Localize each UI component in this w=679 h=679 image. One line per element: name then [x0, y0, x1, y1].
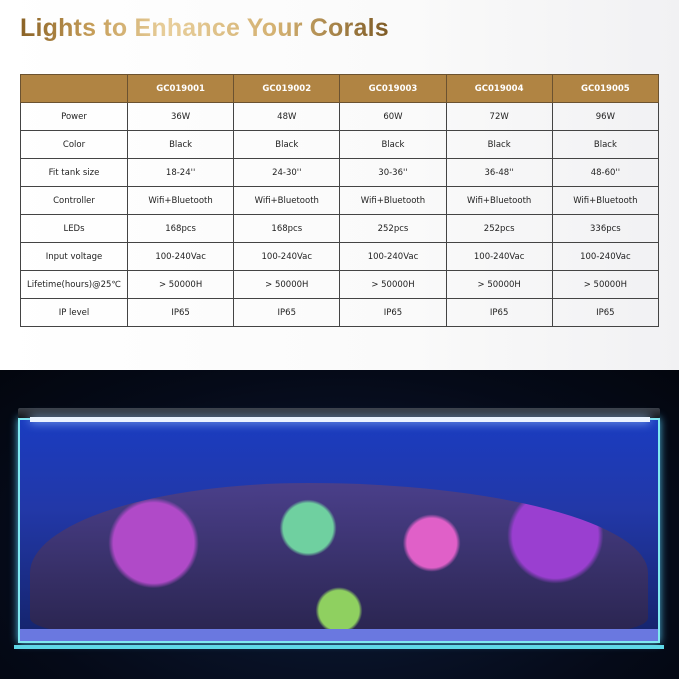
row-label: Input voltage [20, 242, 128, 271]
table-cell: Black [551, 130, 660, 159]
table-cell: 252pcs [339, 214, 447, 243]
table-cell: 100-240Vac [339, 242, 447, 271]
header-cell [20, 74, 128, 103]
table-cell: 24-30'' [233, 158, 341, 187]
table-cell: Black [445, 130, 553, 159]
table-row: LEDs 168pcs 168pcs 252pcs 252pcs 336pcs [20, 214, 660, 243]
table-cell: IP65 [233, 298, 341, 327]
table-cell: 48-60'' [551, 158, 660, 187]
row-label: Controller [20, 186, 128, 215]
table-cell: Wifi+Bluetooth [233, 186, 341, 215]
table-cell: > 50000H [339, 270, 447, 299]
table-row: Controller Wifi+Bluetooth Wifi+Bluetooth Wi… [20, 186, 660, 215]
table-cell: 36-48'' [445, 158, 553, 187]
table-cell: > 50000H [551, 270, 660, 299]
table-cell: 100-240Vac [126, 242, 235, 271]
table-cell: Wifi+Bluetooth [126, 186, 235, 215]
table-row: Fit tank size 18-24'' 24-30'' 30-36'' 36-48'… [20, 158, 660, 187]
coral-reef [30, 483, 648, 633]
table-cell: Wifi+Bluetooth [339, 186, 447, 215]
table-cell: 100-240Vac [233, 242, 341, 271]
table-cell: 18-24'' [126, 158, 235, 187]
table-cell: Black [233, 130, 341, 159]
table-cell: 100-240Vac [445, 242, 553, 271]
table-cell: 48W [233, 102, 341, 131]
table-cell: IP65 [126, 298, 235, 327]
table-cell: Wifi+Bluetooth [551, 186, 660, 215]
table-cell: 36W [126, 102, 235, 131]
table-cell: 96W [551, 102, 660, 131]
header-cell: GC019001 [126, 74, 235, 103]
header-cell: GC019002 [233, 74, 341, 103]
table-cell: Black [126, 130, 235, 159]
header-row: GC019001 GC019002 GC019003 GC019004 GC01… [20, 74, 660, 103]
row-label: Color [20, 130, 128, 159]
header-cell: GC019005 [551, 74, 660, 103]
table-cell: 60W [339, 102, 447, 131]
table-cell: > 50000H [126, 270, 235, 299]
led-light-fixture [18, 408, 660, 418]
row-label: IP level [20, 298, 128, 327]
row-label: Lifetime(hours)@25℃ [20, 270, 128, 299]
row-label: Power [20, 102, 128, 131]
table-cell: 336pcs [551, 214, 660, 243]
table-row: Color Black Black Black Black Black [20, 130, 660, 159]
table-row: IP level IP65 IP65 IP65 IP65 IP65 [20, 298, 660, 327]
aquarium-tank [18, 418, 660, 643]
table-cell: 252pcs [445, 214, 553, 243]
table-cell: IP65 [339, 298, 447, 327]
table-cell: > 50000H [445, 270, 553, 299]
table-cell: 100-240Vac [551, 242, 660, 271]
table-row: Power 36W 48W 60W 72W 96W [20, 102, 660, 131]
table-cell: 168pcs [233, 214, 341, 243]
led-light-beam [30, 417, 650, 422]
table-cell: > 50000H [233, 270, 341, 299]
table-row: Input voltage 100-240Vac 100-240Vac 100-240… [20, 242, 660, 271]
table-cell: IP65 [445, 298, 553, 327]
row-label: LEDs [20, 214, 128, 243]
sand-bed [20, 629, 658, 641]
header-cell: GC019004 [445, 74, 553, 103]
table-cell: 168pcs [126, 214, 235, 243]
tank-base [14, 645, 664, 649]
page-title: Lights to Enhance Your Corals [20, 14, 389, 42]
table-row: Lifetime(hours)@25℃ > 50000H > 50000H > 500… [20, 270, 660, 299]
table-cell: Black [339, 130, 447, 159]
spec-table: GC019001 GC019002 GC019003 GC019004 GC01… [20, 74, 660, 327]
table-cell: Wifi+Bluetooth [445, 186, 553, 215]
row-label: Fit tank size [20, 158, 128, 187]
aquarium-photo [0, 370, 679, 679]
table-cell: 72W [445, 102, 553, 131]
table-cell: 30-36'' [339, 158, 447, 187]
table-cell: IP65 [551, 298, 660, 327]
header-cell: GC019003 [339, 74, 447, 103]
